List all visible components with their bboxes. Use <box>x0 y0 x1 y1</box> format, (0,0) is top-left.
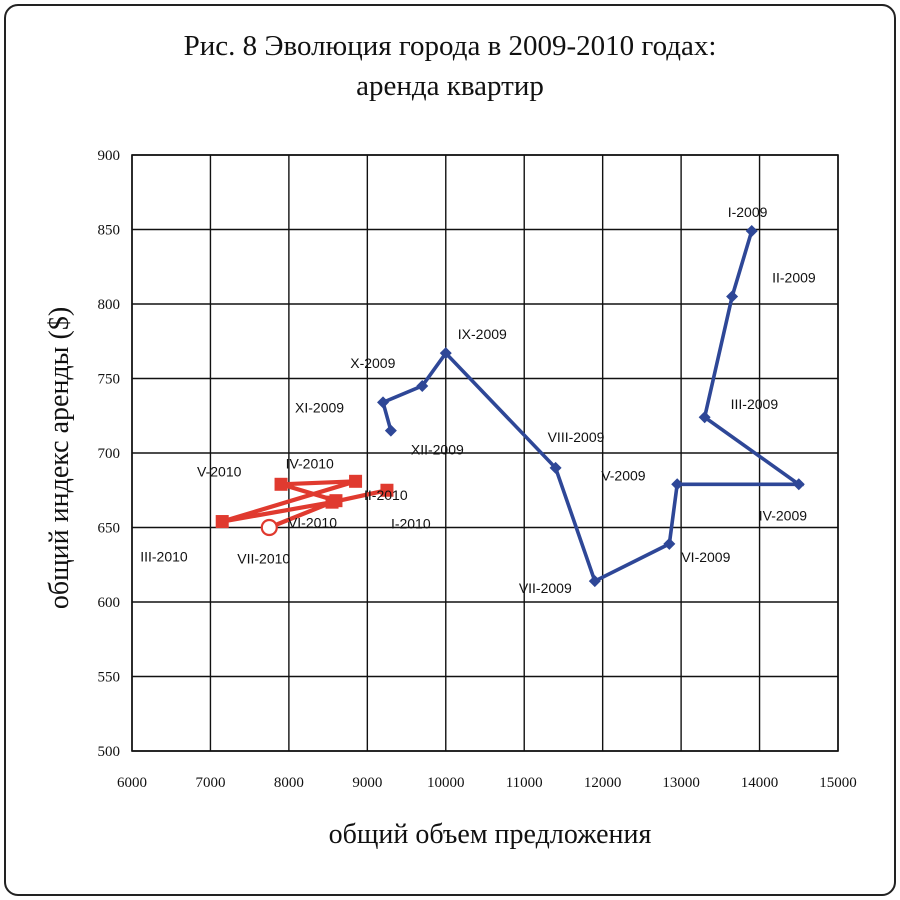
data-point-label: XII-2009 <box>411 442 464 458</box>
x-tick-label: 12000 <box>584 775 622 791</box>
data-point-label: IV-2009 <box>759 507 807 523</box>
data-point-marker <box>380 483 394 497</box>
data-point-label: I-2009 <box>728 204 768 220</box>
plot-area-border <box>131 154 839 752</box>
data-point-label: XI-2009 <box>295 399 344 415</box>
data-point-label: IV-2010 <box>286 455 334 471</box>
x-tick-label: 7000 <box>195 775 225 791</box>
data-point-label: V-2009 <box>601 467 646 483</box>
data-point-marker <box>671 478 684 491</box>
y-tick-label: 850 <box>98 223 121 239</box>
data-point-label: X-2009 <box>350 355 395 371</box>
data-point-marker <box>726 290 739 303</box>
data-point-marker <box>215 515 229 529</box>
data-point-marker <box>439 347 452 360</box>
y-tick-label: 600 <box>98 595 121 611</box>
data-point-label: II-2009 <box>772 270 816 286</box>
chart-title-line1: Рис. 8 Эволюция города в 2009-2010 годах… <box>183 30 717 62</box>
data-point-label: III-2009 <box>731 396 779 412</box>
y-tick-label: 750 <box>98 372 121 388</box>
data-point-label: V-2010 <box>197 463 242 479</box>
x-tick-label: 8000 <box>274 775 304 791</box>
data-point-label: VII-2009 <box>519 580 572 596</box>
data-point-marker <box>329 494 343 508</box>
data-point-label: I-2010 <box>391 515 431 531</box>
data-point-label: IX-2009 <box>458 326 507 342</box>
x-tick-label: 11000 <box>506 775 543 791</box>
y-axis-title: общий индекс аренды ($) <box>44 307 75 609</box>
x-tick-label: 10000 <box>427 775 465 791</box>
data-point-label: VI-2009 <box>681 549 730 565</box>
x-tick-label: 9000 <box>352 775 382 791</box>
data-point-marker <box>549 461 562 474</box>
data-point-label: VI-2010 <box>288 515 337 531</box>
data-point-label: VII-2010 <box>237 551 290 567</box>
data-point-marker <box>384 424 397 437</box>
x-tick-label: 6000 <box>117 775 147 791</box>
data-point-marker <box>745 224 758 237</box>
y-tick-label: 550 <box>98 670 121 686</box>
series-line-2009 <box>380 230 805 584</box>
data-point-marker <box>274 477 288 491</box>
x-tick-label: 15000 <box>819 775 857 791</box>
data-point-label: VIII-2009 <box>548 429 605 445</box>
data-point-marker <box>588 575 601 588</box>
y-tick-label: 800 <box>98 297 121 313</box>
y-tick-label: 500 <box>98 744 121 760</box>
data-point-label: III-2010 <box>140 549 188 565</box>
data-point-marker <box>416 379 429 392</box>
data-point-marker <box>792 478 805 491</box>
data-point-marker <box>663 537 676 550</box>
data-point-label: II-2010 <box>364 487 408 503</box>
y-tick-label: 900 <box>98 148 121 164</box>
data-point-marker <box>349 474 363 488</box>
y-tick-label: 650 <box>98 521 121 537</box>
data-point-marker <box>698 411 711 424</box>
x-tick-label: 13000 <box>662 775 700 791</box>
data-point-marker-last <box>260 518 278 537</box>
chart-frame <box>4 4 896 896</box>
chart-title-line2: аренда квартир <box>356 70 544 102</box>
x-tick-label: 14000 <box>741 775 779 791</box>
data-point-marker <box>377 396 390 409</box>
y-tick-label: 700 <box>98 446 121 462</box>
x-axis-title: общий объем предложения <box>329 819 652 850</box>
